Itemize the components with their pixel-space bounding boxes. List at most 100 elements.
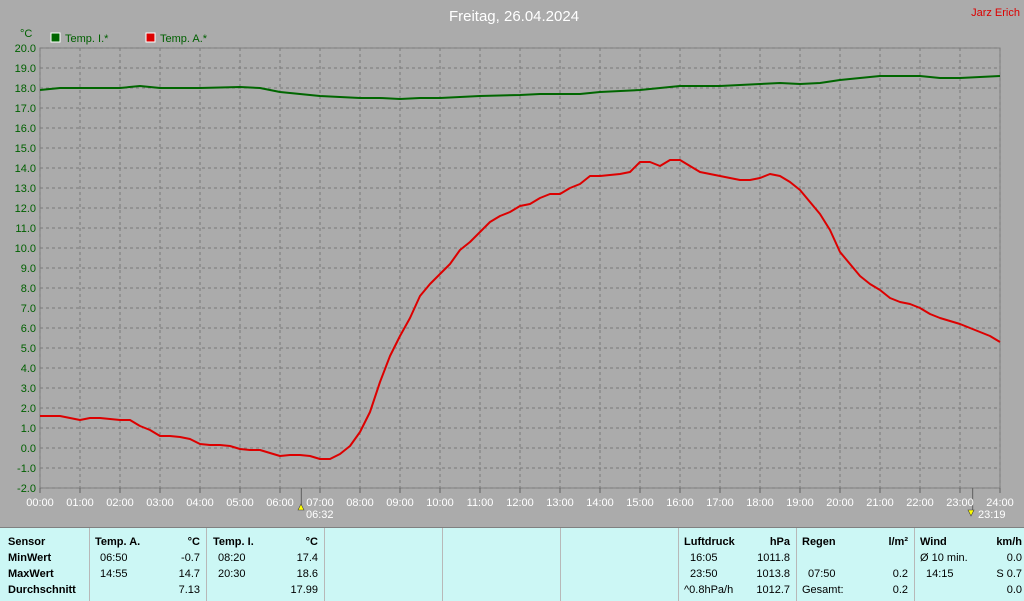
sunrise-marker: 06:32 bbox=[297, 503, 334, 521]
wind-header: Wind bbox=[920, 536, 947, 548]
x-tick-label: 07:00 bbox=[306, 497, 334, 509]
x-tick-label: 10:00 bbox=[426, 497, 454, 509]
y-tick-label: -1.0 bbox=[17, 463, 36, 475]
rain-unit: l/m² bbox=[888, 536, 908, 548]
y-tick-label: 5.0 bbox=[21, 343, 36, 355]
temperature-chart: Freitag, 26.04.2024 Jarz Erich °C Temp. … bbox=[14, 7, 1020, 521]
rain-max-time: 07:50 bbox=[808, 568, 836, 580]
pressure-max: 1013.8 bbox=[756, 568, 790, 580]
x-tick-label: 18:00 bbox=[746, 497, 774, 509]
wind-unit: km/h bbox=[996, 536, 1022, 548]
x-tick-label: 08:00 bbox=[346, 497, 374, 509]
y-tick-label: 14.0 bbox=[15, 163, 36, 175]
divider bbox=[914, 528, 915, 601]
temp-a-max-time: 14:55 bbox=[100, 568, 128, 580]
temp-a-header: Temp. A. bbox=[95, 536, 141, 548]
wind-min: 0.0 bbox=[1006, 584, 1022, 596]
row-label-sensor: Sensor bbox=[8, 536, 46, 548]
y-tick-label: 16.0 bbox=[15, 123, 36, 135]
pressure-unit: hPa bbox=[769, 536, 790, 548]
y-tick-label: 6.0 bbox=[21, 323, 36, 335]
temp-i-max-time: 20:30 bbox=[218, 568, 246, 580]
sunset-marker: 23:19 bbox=[967, 509, 1006, 521]
pressure-trend: ^0.8hPa/h bbox=[684, 584, 734, 596]
sunset-icon bbox=[967, 509, 975, 517]
rain-header: Regen bbox=[802, 536, 836, 548]
rain-total-label: Gesamt: bbox=[802, 584, 844, 596]
y-tick-label: -2.0 bbox=[17, 483, 36, 495]
divider bbox=[560, 528, 561, 601]
x-tick-label: 06:00 bbox=[266, 497, 294, 509]
divider bbox=[89, 528, 90, 601]
series-line-temp-a bbox=[40, 159, 1001, 460]
divider bbox=[206, 528, 207, 601]
x-tick-label: 12:00 bbox=[506, 497, 534, 509]
x-tick-label: 04:00 bbox=[186, 497, 214, 509]
legend-swatch-temp-i bbox=[50, 32, 61, 43]
y-tick-label: 10.0 bbox=[15, 243, 36, 255]
temp-a-min-time: 06:50 bbox=[100, 552, 128, 564]
legend-swatch-temp-a bbox=[145, 32, 156, 43]
legend: Temp. I.* Temp. A.* bbox=[50, 32, 208, 45]
x-tick-label: 15:00 bbox=[626, 497, 654, 509]
x-tick-label: 16:00 bbox=[666, 497, 694, 509]
pressure-min: 1011.8 bbox=[757, 552, 790, 564]
wind-max-time: 14:15 bbox=[926, 568, 954, 580]
divider bbox=[442, 528, 443, 601]
temp-a-avg: 7.13 bbox=[178, 584, 200, 596]
sunset-time: 23:19 bbox=[978, 509, 1006, 521]
y-tick-label: 13.0 bbox=[15, 183, 36, 195]
y-tick-label: 4.0 bbox=[21, 363, 36, 375]
sunrise-time: 06:32 bbox=[306, 509, 334, 521]
y-tick-label: 7.0 bbox=[21, 303, 36, 315]
pressure-max-time: 23:50 bbox=[690, 568, 718, 580]
y-tick-label: 9.0 bbox=[21, 263, 36, 275]
series-line-temp-i bbox=[39, 75, 1001, 100]
pressure-min-time: 16:05 bbox=[690, 552, 718, 564]
divider bbox=[678, 528, 679, 601]
series-lines bbox=[39, 75, 1001, 460]
y-tick-label: 20.0 bbox=[15, 43, 36, 55]
y-tick-label: 3.0 bbox=[21, 383, 36, 395]
chart-title: Freitag, 26.04.2024 bbox=[449, 8, 579, 25]
x-tick-label: 23:00 bbox=[946, 497, 974, 509]
x-tick-label: 17:00 bbox=[706, 497, 734, 509]
x-axis-ticks: 00:00 01:00 02:00 03:00 04:00 05:00 06:00 07:00… bbox=[26, 497, 1014, 509]
x-tick-label: 20:00 bbox=[826, 497, 854, 509]
x-tick-label: 02:00 bbox=[106, 497, 134, 509]
grid bbox=[39, 47, 1001, 510]
row-label-max: MaxWert bbox=[8, 568, 54, 580]
x-tick-label: 24:00 bbox=[986, 497, 1014, 509]
x-tick-label: 00:00 bbox=[26, 497, 54, 509]
legend-label-temp-i: Temp. I.* bbox=[65, 33, 109, 45]
y-tick-label: 0.0 bbox=[21, 443, 36, 455]
x-tick-label: 05:00 bbox=[226, 497, 254, 509]
temp-i-max: 18.6 bbox=[296, 568, 318, 580]
y-tick-label: 15.0 bbox=[15, 143, 36, 155]
y-unit-label: °C bbox=[20, 28, 32, 40]
y-tick-label: 8.0 bbox=[21, 283, 36, 295]
row-label-min: MinWert bbox=[8, 552, 52, 564]
temp-i-avg: 17.99 bbox=[290, 584, 318, 596]
wind-max: S 0.7 bbox=[996, 568, 1022, 580]
x-tick-label: 11:00 bbox=[467, 497, 494, 509]
x-tick-label: 22:00 bbox=[906, 497, 934, 509]
x-tick-label: 21:00 bbox=[866, 497, 894, 509]
row-label-avg: Durchschnitt bbox=[8, 584, 76, 596]
y-tick-label: 12.0 bbox=[15, 203, 36, 215]
y-axis-ticks: -2.0 -1.0 0.0 1.0 2.0 3.0 4.0 5.0 6.0 7.0 8.0 9.0 10… bbox=[15, 43, 36, 495]
divider bbox=[796, 528, 797, 601]
temp-i-min: 17.4 bbox=[296, 552, 318, 564]
temp-a-max: 14.7 bbox=[178, 568, 200, 580]
pressure-header: Luftdruck bbox=[684, 536, 735, 548]
sunrise-icon bbox=[297, 503, 305, 511]
x-tick-label: 03:00 bbox=[146, 497, 174, 509]
wind-avg: 0.0 bbox=[1006, 552, 1022, 564]
author-label: Jarz Erich bbox=[971, 7, 1020, 19]
y-tick-label: 17.0 bbox=[15, 103, 36, 115]
wind-avg-label: Ø 10 min. bbox=[920, 552, 968, 564]
y-tick-label: 11.0 bbox=[15, 223, 36, 235]
rain-max: 0.2 bbox=[892, 568, 908, 580]
x-tick-label: 01:00 bbox=[66, 497, 94, 509]
temp-a-unit: °C bbox=[187, 536, 200, 548]
